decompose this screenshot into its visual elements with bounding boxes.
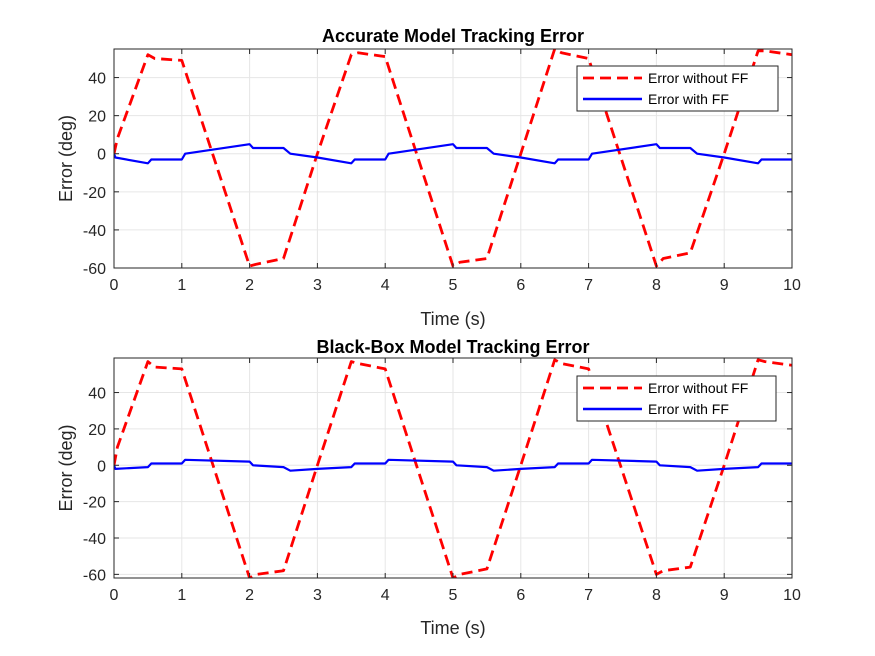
y-tick-label: 40: [88, 71, 106, 88]
x-tick-label: 3: [313, 277, 322, 294]
series-line-with-ff: [114, 458, 792, 472]
x-tick-label: 4: [381, 587, 390, 604]
y-tick-label: -60: [83, 261, 106, 278]
y-axis-label: Error (deg): [56, 115, 76, 202]
legend: Error without FF Error with FF: [576, 65, 779, 112]
x-tick-label: 9: [720, 587, 729, 604]
x-tick-label: 0: [110, 587, 119, 604]
x-axis-label: Time (s): [420, 618, 485, 638]
chart-title: Black-Box Model Tracking Error: [316, 337, 589, 357]
legend: Error without FF Error with FF: [576, 375, 777, 422]
x-tick-label: 10: [783, 587, 801, 604]
y-tick-label: 0: [97, 458, 106, 475]
legend-box: [576, 375, 777, 422]
x-tick-label: 3: [313, 587, 322, 604]
x-axis-label: Time (s): [420, 309, 485, 329]
y-tick-label: -20: [83, 185, 106, 202]
x-tick-label: 8: [652, 277, 661, 294]
y-tick-label: -20: [83, 495, 106, 512]
y-axis-label: Error (deg): [56, 424, 76, 511]
y-tick-label: 0: [97, 147, 106, 164]
chart-title: Accurate Model Tracking Error: [322, 26, 584, 46]
chart-panel-1: 0 1 2 3 4 5 6 7 8 9 10 -60 -40 -20 0 20 40 Accurate Model…: [56, 26, 801, 329]
x-tick-label: 5: [449, 587, 458, 604]
y-tick-label: 40: [88, 386, 106, 403]
x-tick-label: 7: [584, 587, 593, 604]
x-tick-label: 1: [177, 277, 186, 294]
x-tick-label: 6: [516, 277, 525, 294]
x-tick-label: 1: [177, 587, 186, 604]
x-tick-label: 0: [110, 277, 119, 294]
x-tick-label: 2: [245, 587, 254, 604]
y-tick-label: -40: [83, 223, 106, 240]
x-tick-label: 2: [245, 277, 254, 294]
series-line-without-ff: [114, 358, 792, 578]
x-tick-label: 7: [584, 277, 593, 294]
series-line-without-ff: [114, 49, 792, 268]
x-tick-label: 4: [381, 277, 390, 294]
x-tick-label: 6: [516, 587, 525, 604]
x-tick-label: 9: [720, 277, 729, 294]
x-tick-label: 10: [783, 277, 801, 294]
legend-label: Error with FF: [648, 401, 729, 417]
y-tick-label: -60: [83, 567, 106, 584]
legend-label: Error with FF: [648, 91, 729, 107]
legend-label: Error without FF: [648, 70, 748, 86]
x-tick-label: 5: [449, 277, 458, 294]
chart-panel-2: 0 1 2 3 4 5 6 7 8 9 10 -60 -40 -20 0 20 40 Black-Box Mode…: [56, 337, 801, 638]
x-tick-label: 8: [652, 587, 661, 604]
legend-label: Error without FF: [648, 380, 748, 396]
y-tick-label: 20: [88, 109, 106, 126]
y-tick-label: 20: [88, 422, 106, 439]
series-line-with-ff: [114, 143, 792, 165]
legend-box: [576, 65, 779, 112]
y-tick-label: -40: [83, 531, 106, 548]
